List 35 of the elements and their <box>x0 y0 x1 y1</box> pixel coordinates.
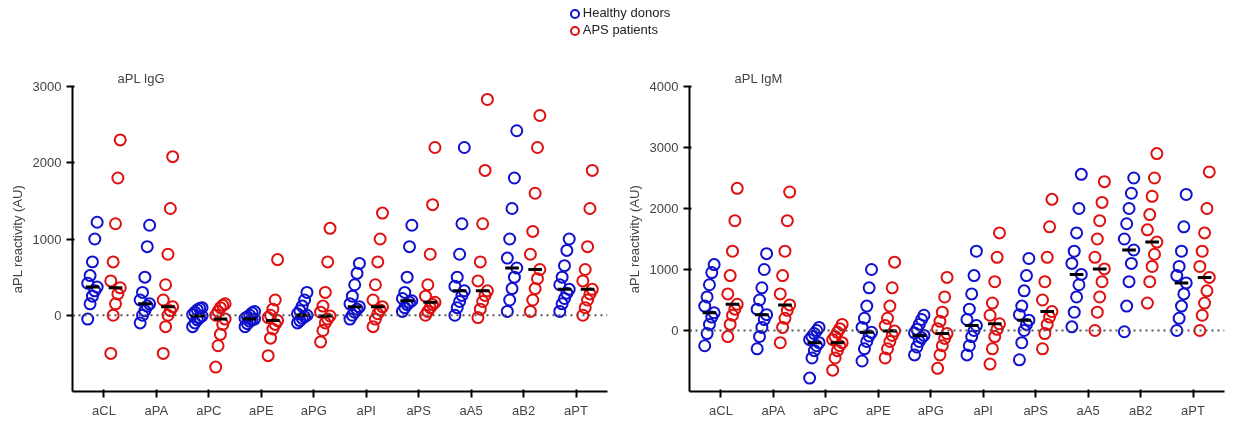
y-tick-label: 3000 <box>32 79 62 94</box>
x-tick-label: aPE <box>249 402 274 418</box>
x-tick-label: aPI <box>356 402 376 418</box>
x-tick-label: aA5 <box>459 402 483 418</box>
x-tick-label: aPE <box>866 402 891 418</box>
y-tick-label: 3000 <box>649 140 679 155</box>
legend-label: Healthy donors <box>582 4 671 23</box>
chart-title: aPL IgG <box>117 70 165 86</box>
x-tick-label: aPS <box>406 402 432 418</box>
x-tick-label: aA5 <box>1076 402 1100 418</box>
x-tick-label: aPA <box>144 402 169 418</box>
x-tick-label: aPG <box>300 402 327 418</box>
y-tick-label: 1000 <box>32 231 62 247</box>
y-tick-label: 1000 <box>649 262 679 277</box>
y-tick-label: 0 <box>54 307 62 323</box>
x-tick-label: aCL <box>709 402 733 418</box>
x-tick-label: aPG <box>917 402 944 418</box>
x-tick-label: aPS <box>1023 402 1049 418</box>
x-tick-label: aB2 <box>1129 402 1153 418</box>
x-tick-label: aB2 <box>512 402 536 418</box>
x-tick-label: aCL <box>92 402 116 418</box>
x-tick-label: aPA <box>761 402 786 418</box>
x-tick-label: aPC <box>196 402 222 418</box>
chart-title: aPL IgM <box>734 70 783 86</box>
y-tick-label: 2000 <box>649 201 679 216</box>
y-axis-title: aPL reactivity (AU) <box>626 185 642 294</box>
x-tick-label: aPC <box>813 402 839 418</box>
y-axis-title: aPL reactivity (AU) <box>9 185 25 294</box>
y-tick-label: 4000 <box>649 79 679 94</box>
legend-label: APS patients <box>582 21 658 40</box>
x-tick-label: aPI <box>973 402 993 418</box>
x-tick-label: aPT <box>1181 402 1206 418</box>
y-tick-label: 2000 <box>32 155 62 171</box>
x-tick-label: aPT <box>564 402 589 418</box>
y-tick-label: 0 <box>671 323 679 338</box>
